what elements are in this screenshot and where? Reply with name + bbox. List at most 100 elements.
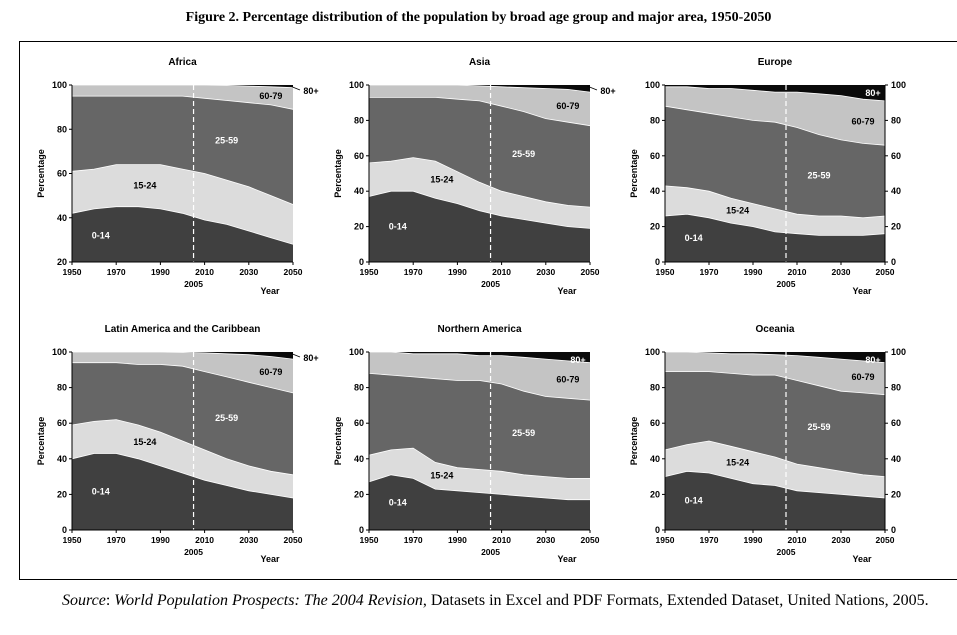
x-tick-label: 2030: [536, 267, 555, 277]
x-tick-label: 1970: [404, 267, 423, 277]
x-tick-label: 1950: [656, 267, 675, 277]
y-tick-label: 40: [650, 454, 660, 464]
y-tick-label: 60: [354, 151, 364, 161]
band-label-80plus: 80+: [865, 88, 880, 98]
band-label-60-79: 60-79: [259, 367, 282, 377]
y-tick-label: 20: [354, 489, 364, 499]
y-tick-label: 0: [655, 525, 660, 535]
band-label-leader: [289, 352, 301, 358]
x-tick-label: 2010: [492, 535, 511, 545]
x-tick-label: 1990: [448, 535, 467, 545]
y-tick-label: 60: [57, 169, 67, 179]
chart-panel: 0 20 40 60 80 100 1950 1970 1990 2010 2030 2050 2005…: [333, 57, 616, 296]
band-label-15-24: 15-24: [133, 437, 156, 447]
chart-panel: 0 20 40 60 80 100 1950 1970 1990 2010 2030 2050 2005…: [333, 324, 600, 564]
panel-title: Oceania: [756, 324, 795, 335]
x-tick-label: 2050: [284, 535, 303, 545]
source-publication: World Population Prospects: The 2004 Rev…: [114, 592, 423, 609]
x-tick-label: 2030: [832, 535, 851, 545]
y-tick-label: 80: [650, 115, 660, 125]
band-label-15-24: 15-24: [726, 457, 749, 467]
band-area-0-14: [72, 206, 293, 262]
band-area-0-14: [72, 453, 293, 530]
y-tick-label: 20: [57, 257, 67, 267]
chart-panel: 20 40 60 80 100 1950 1970 1990 2010 2030 2050 2005 Y…: [36, 57, 319, 296]
y-tick-label: 40: [650, 186, 660, 196]
x-tick-label: 2010: [492, 267, 511, 277]
band-label-80plus: 80+: [303, 86, 318, 96]
y-axis-title: Percentage: [36, 417, 46, 466]
band-label-60-79: 60-79: [851, 372, 874, 382]
x-tick-label: 2030: [239, 535, 258, 545]
x-axis-title: Year: [260, 554, 280, 564]
y-tick-label-right: 100: [891, 80, 906, 90]
chart-panel: 0 0 20 20 40 40 60 60 80 80 100 100 1950 1970 1990 2010…: [629, 324, 906, 564]
y-axis-title: Percentage: [333, 417, 343, 466]
y-tick-label: 40: [57, 454, 67, 464]
band-boundary-60-79: [72, 84, 294, 89]
figure-frame: [19, 41, 957, 580]
band-boundary-0-14: [664, 470, 886, 499]
band-boundary-25-59: [72, 95, 294, 110]
x-tick-label: 1950: [360, 535, 379, 545]
x-tick-label: 2030: [239, 267, 258, 277]
band-label-80plus: 80+: [570, 355, 585, 365]
y-tick-label: 100: [645, 347, 660, 357]
band-label-leader: [586, 85, 598, 91]
band-boundary-15-24: [368, 157, 591, 208]
y-tick-label: 40: [354, 186, 364, 196]
band-label-60-79: 60-79: [556, 101, 579, 111]
y-axis-title: Percentage: [629, 417, 639, 466]
y-tick-label: 0: [359, 257, 364, 267]
y-tick-label-right: 80: [891, 115, 901, 125]
band-label-15-24: 15-24: [726, 206, 749, 216]
x-tick-label: 1950: [656, 535, 675, 545]
x-tick-label: 2050: [284, 267, 303, 277]
band-boundary-15-24: [664, 440, 886, 477]
x-tick-label: 2050: [876, 535, 895, 545]
y-tick-label-right: 60: [891, 151, 901, 161]
band-boundary-0-14: [368, 474, 590, 501]
year-marker-label: 2005: [184, 279, 203, 289]
x-tick-label: 2050: [581, 535, 600, 545]
band-label-60-79: 60-79: [556, 375, 579, 385]
band-area-0-14: [665, 214, 885, 262]
band-boundary-0-14: [71, 453, 294, 499]
y-tick-label-right: 20: [891, 222, 901, 232]
band-boundary-60-79: [369, 84, 591, 93]
band-area-0-14: [369, 474, 590, 530]
band-boundary-60-79: [665, 86, 886, 102]
y-tick-label-right: 20: [891, 489, 901, 499]
x-tick-label: 2050: [876, 267, 895, 277]
year-marker-label: 2005: [481, 279, 500, 289]
x-tick-label: 1990: [151, 535, 170, 545]
band-label-0-14: 0-14: [389, 497, 407, 507]
band-boundary-15-24: [71, 419, 294, 476]
band-label-0-14: 0-14: [389, 222, 407, 232]
year-marker-label: 2005: [777, 279, 796, 289]
y-tick-label: 60: [354, 418, 364, 428]
band-label-25-59: 25-59: [807, 170, 830, 180]
band-boundary-0-14: [71, 206, 294, 245]
band-label-60-79: 60-79: [851, 116, 874, 126]
x-tick-label: 1950: [63, 267, 82, 277]
band-label-25-59: 25-59: [512, 149, 535, 159]
x-axis-title: Year: [557, 286, 577, 296]
band-label-0-14: 0-14: [685, 233, 703, 243]
x-axis-title: Year: [852, 286, 872, 296]
y-tick-label: 100: [349, 80, 364, 90]
x-tick-label: 1990: [744, 267, 763, 277]
source-colon: :: [105, 592, 115, 609]
x-tick-label: 1950: [360, 267, 379, 277]
band-label-15-24: 15-24: [430, 175, 453, 185]
band-label-80plus: 80+: [600, 86, 615, 96]
y-tick-label: 80: [57, 383, 67, 393]
band-boundary-25-59: [664, 105, 886, 146]
x-tick-label: 1970: [404, 535, 423, 545]
source-label: Source: [62, 592, 106, 609]
band-boundary-0-14: [368, 190, 591, 229]
y-tick-label: 0: [655, 257, 660, 267]
x-tick-label: 2030: [832, 267, 851, 277]
year-marker-label: 2005: [184, 547, 203, 557]
band-label-leader: [289, 85, 301, 91]
